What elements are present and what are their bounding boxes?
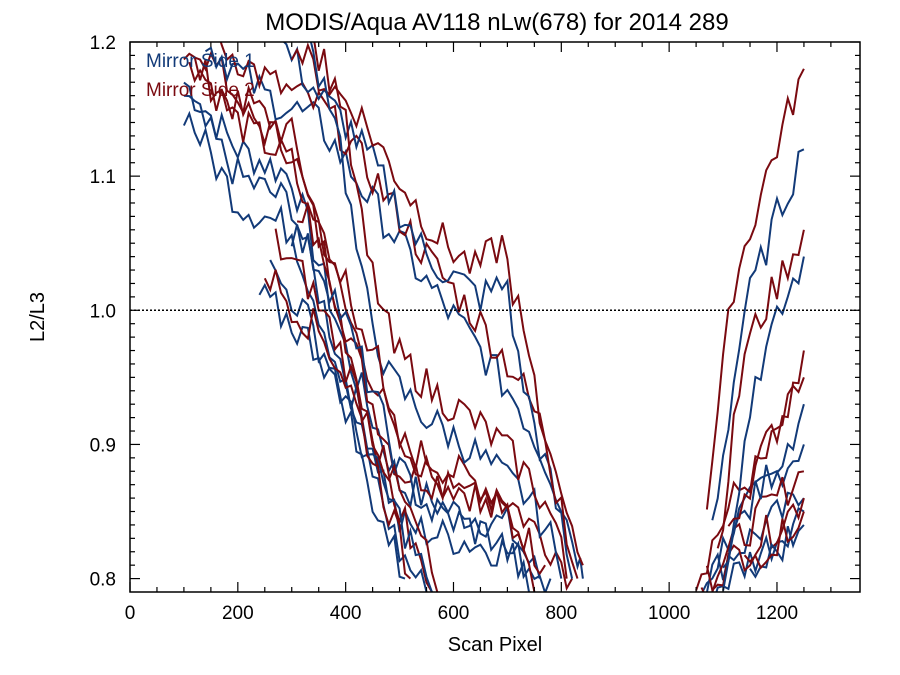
legend-entry-mirror-side-1: Mirror Side 1 [146,51,255,72]
series-line-mirror-side-1 [204,46,584,579]
x-axis-label: Scan Pixel [448,634,543,656]
series-line-mirror-side-2 [727,350,805,527]
series-line-mirror-side-1 [282,42,574,579]
y-axis: 0.8 0.9 1.0 1.1 1.2 [90,33,860,591]
series-line-mirror-side-1 [722,403,805,569]
y-tick-label: 0.9 [90,435,116,456]
y-axis-label: L2/L3 [27,292,49,342]
x-axis: 0 200 400 600 800 1000 1200 [125,42,832,624]
series-line-mirror-side-1 [711,148,805,521]
series-line-mirror-side-2 [743,511,805,570]
series-line-mirror-side-2 [296,200,536,592]
series-line-mirror-side-1 [290,224,530,592]
x-tick-label: 800 [545,603,577,624]
x-tick-label: 1200 [756,603,798,624]
legend-entry-mirror-side-2: Mirror Side 2 [146,80,255,101]
series-line-mirror-side-1 [269,259,433,592]
x-tick-label: 0 [125,603,136,624]
series-line-mirror-side-2 [274,228,439,592]
series-line-mirror-side-2 [263,269,412,580]
series-line-mirror-side-2 [313,42,568,579]
plot-frame [129,41,861,593]
y-tick-label: 0.8 [90,570,116,591]
x-tick-label: 400 [330,603,362,624]
series-line-mirror-side-1 [258,282,406,580]
series-line-mirror-side-2 [705,68,805,510]
series-line-mirror-side-2 [716,229,805,549]
series-line-mirror-side-1 [309,42,563,579]
x-tick-label: 600 [438,603,470,624]
series-lines [182,42,805,592]
series-line-mirror-side-2 [700,470,805,592]
legend: Mirror Side 1 Mirror Side 2 [146,51,255,101]
y-tick-label: 1.0 [90,301,116,322]
series-line-mirror-side-2 [183,52,546,576]
series-line-mirror-side-2 [188,61,433,592]
series-line-mirror-side-2 [290,42,579,579]
series-line-mirror-side-1 [722,256,805,591]
y-tick-label: 1.2 [90,33,116,54]
x-tick-label: 1000 [648,603,690,624]
y-tick-label: 1.1 [90,167,116,188]
series-line-mirror-side-2 [695,377,805,591]
chart-title: MODIS/Aqua AV118 nLw(678) for 2014 289 [265,9,728,36]
x-tick-label: 200 [222,603,254,624]
